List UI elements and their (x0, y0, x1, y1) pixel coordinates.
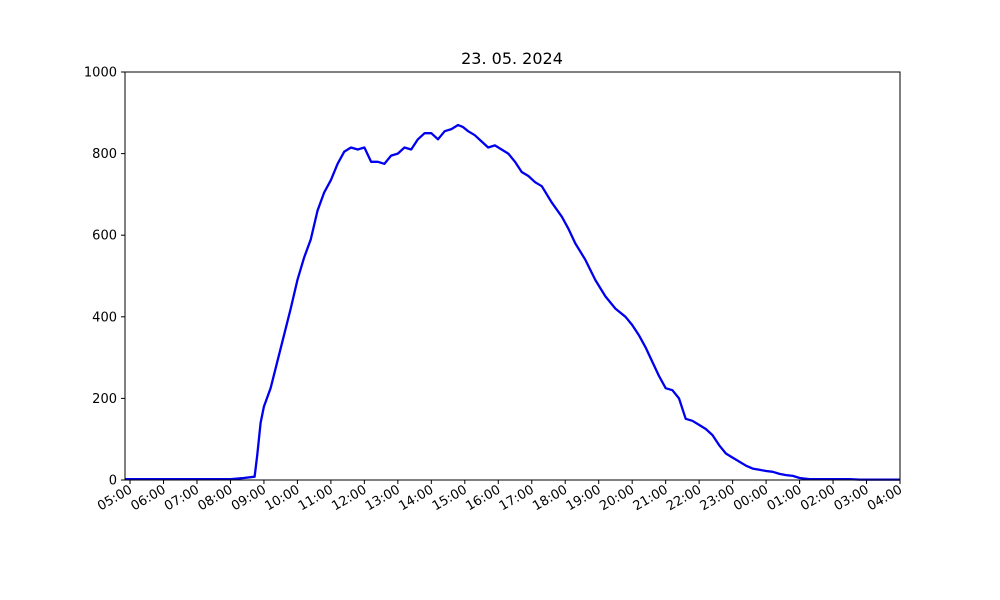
x-tick-label: 23:00 (698, 482, 738, 514)
x-tick-label: 12:00 (329, 482, 369, 514)
x-tick-label: 16:00 (463, 482, 503, 514)
x-tick-label: 19:00 (564, 482, 604, 514)
x-tick-label: 21:00 (631, 482, 671, 514)
x-tick-label: 14:00 (396, 482, 436, 514)
x-tick-label: 06:00 (129, 482, 169, 514)
series-line (125, 123, 900, 481)
y-tick-label: 800 (92, 147, 117, 162)
x-tick-label: 04:00 (865, 482, 905, 514)
x-axis: 05:0006:0007:0008:0009:0010:0011:0012:00… (95, 480, 905, 514)
x-tick-label: 00:00 (731, 482, 771, 514)
x-tick-label: 18:00 (530, 482, 570, 514)
x-tick-label: 10:00 (262, 482, 302, 514)
plot-frame (124, 71, 901, 481)
y-tick-label: 600 (92, 229, 117, 244)
x-tick-label: 09:00 (229, 482, 269, 514)
x-tick-label: 15:00 (430, 482, 470, 514)
x-tick-label: 03:00 (832, 482, 872, 514)
x-tick-label: 13:00 (363, 482, 403, 514)
y-tick-label: 0 (109, 474, 117, 489)
x-tick-label: 08:00 (196, 482, 236, 514)
x-tick-label: 02:00 (798, 482, 838, 514)
x-tick-label: 20:00 (597, 482, 637, 514)
x-tick-label: 17:00 (497, 482, 537, 514)
chart-title: 23. 05. 2024 (461, 49, 563, 68)
y-axis: 0 200 400 600 800 1000 (84, 66, 125, 489)
y-tick-label: 400 (92, 310, 117, 325)
y-tick-label: 200 (92, 392, 117, 407)
x-tick-label: 22:00 (664, 482, 704, 514)
x-tick-label: 01:00 (765, 482, 805, 514)
y-tick-label: 1000 (84, 66, 117, 81)
x-tick-label: 07:00 (162, 482, 202, 514)
x-tick-label: 11:00 (296, 482, 336, 514)
